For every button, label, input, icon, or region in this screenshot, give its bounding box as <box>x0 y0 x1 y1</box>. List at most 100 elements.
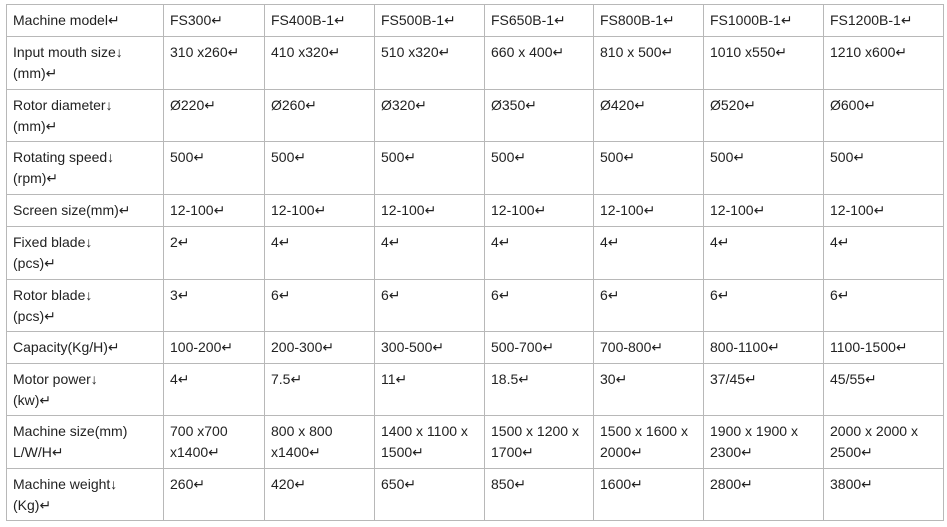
cell-text: 500-700↵ <box>491 339 555 355</box>
data-cell: 500↵ <box>264 141 375 195</box>
cell-text: (kw)↵ <box>13 392 52 408</box>
cell-text: Ø220↵ <box>170 97 216 113</box>
cell-text: Input mouth size↓ <box>13 44 123 60</box>
data-cell: 4↵ <box>484 226 594 280</box>
data-cell: 6↵ <box>823 279 944 332</box>
data-cell: Ø350↵ <box>484 89 594 142</box>
cell-text: 4↵ <box>381 234 401 250</box>
header-cell: FS1000B-1↵ <box>703 4 824 37</box>
data-cell: 420↵ <box>264 468 375 521</box>
data-cell: 6↵ <box>703 279 824 332</box>
data-cell: 6↵ <box>374 279 485 332</box>
cell-text: 30↵ <box>600 371 628 387</box>
cell-text: 2300↵ <box>710 444 753 460</box>
data-cell: Ø260↵ <box>264 89 375 142</box>
table-wrap: Machine model↵ FS300↵ FS400B-1↵ FS500B-1↵ FS… <box>6 4 944 521</box>
cell-text: 1500 x 1200 x <box>491 423 579 439</box>
data-cell: 4↵ <box>264 226 375 280</box>
cell-text: 1500 x 1600 x <box>600 423 688 439</box>
data-cell: Ø600↵ <box>823 89 944 142</box>
data-cell: 12-100↵ <box>264 194 375 227</box>
cell-text: 4↵ <box>491 234 511 250</box>
table-row: Rotating speed↓ (rpm)↵ 500↵ 500↵ 500↵ 500↵ 500… <box>6 141 944 195</box>
cell-text: Machine model↵ <box>13 12 120 28</box>
cell-text: FS800B-1↵ <box>600 12 675 28</box>
data-cell: Ø220↵ <box>163 89 265 142</box>
cell-text: 1900 x 1900 x <box>710 423 798 439</box>
cell-text: 200-300↵ <box>271 339 335 355</box>
cell-text: 7.5↵ <box>271 371 303 387</box>
cell-text: Rotor blade↓ <box>13 287 93 303</box>
header-cell: FS1200B-1↵ <box>823 4 944 37</box>
cell-text: Ø260↵ <box>271 97 317 113</box>
row-label-cell: Capacity(Kg/H)↵ <box>6 331 164 364</box>
cell-text: 500↵ <box>830 149 866 165</box>
data-cell: 660 x 400↵ <box>484 36 594 90</box>
data-cell: 37/45↵ <box>703 363 824 416</box>
row-label-cell: Rotating speed↓ (rpm)↵ <box>6 141 164 195</box>
data-cell: 510 x320↵ <box>374 36 485 90</box>
data-cell: 12-100↵ <box>163 194 265 227</box>
cell-text: FS500B-1↵ <box>381 12 456 28</box>
cell-text: 310 x260↵ <box>170 44 240 60</box>
data-cell: 310 x260↵ <box>163 36 265 90</box>
cell-text: 6↵ <box>491 287 511 303</box>
cell-text: 700-800↵ <box>600 339 664 355</box>
header-cell: FS300↵ <box>163 4 265 37</box>
data-cell: 4↵ <box>593 226 704 280</box>
data-cell: 810 x 500↵ <box>593 36 704 90</box>
cell-text: 12-100↵ <box>710 202 766 218</box>
data-cell: 500↵ <box>484 141 594 195</box>
cell-text: 6↵ <box>271 287 291 303</box>
cell-text: 11↵ <box>381 371 408 387</box>
data-cell: 650↵ <box>374 468 485 521</box>
cell-text: 4↵ <box>271 234 291 250</box>
data-cell: Ø520↵ <box>703 89 824 142</box>
data-cell: 500↵ <box>823 141 944 195</box>
spec-table: Machine model↵ FS300↵ FS400B-1↵ FS500B-1↵ FS… <box>6 4 944 521</box>
cell-text: (Kg)↵ <box>13 497 52 513</box>
cell-text: 300-500↵ <box>381 339 445 355</box>
cell-text: 410 x320↵ <box>271 44 341 60</box>
cell-text: 500↵ <box>170 149 206 165</box>
data-cell: 2000 x 2000 x 2500↵ <box>823 415 944 469</box>
cell-text: (mm)↵ <box>13 118 58 134</box>
data-cell: 4↵ <box>823 226 944 280</box>
cell-text: (pcs)↵ <box>13 308 56 324</box>
cell-text: 45/55↵ <box>830 371 877 387</box>
data-cell: 1600↵ <box>593 468 704 521</box>
header-cell: FS400B-1↵ <box>264 4 375 37</box>
cell-text: Ø520↵ <box>710 97 756 113</box>
row-label-cell: Input mouth size↓ (mm)↵ <box>6 36 164 90</box>
cell-text: 4↵ <box>170 371 190 387</box>
table-row: Rotor blade↓ (pcs)↵ 3↵ 6↵ 6↵ 6↵ 6↵ 6↵ 6↵ <box>6 279 944 332</box>
cell-text: 2500↵ <box>830 444 873 460</box>
cell-text: 37/45↵ <box>710 371 757 387</box>
cell-text: Machine size(mm) <box>13 423 128 439</box>
data-cell: 2800↵ <box>703 468 824 521</box>
cell-text: 500↵ <box>710 149 746 165</box>
table-row: Capacity(Kg/H)↵ 100-200↵ 200-300↵ 300-500↵ 5… <box>6 331 944 364</box>
cell-text: Rotating speed↓ <box>13 149 115 165</box>
cell-text: Ø600↵ <box>830 97 876 113</box>
cell-text: 810 x 500↵ <box>600 44 674 60</box>
cell-text: 1500↵ <box>381 444 424 460</box>
cell-text: 4↵ <box>600 234 620 250</box>
data-cell: 4↵ <box>163 363 265 416</box>
data-cell: 1900 x 1900 x 2300↵ <box>703 415 824 469</box>
data-cell: 500↵ <box>703 141 824 195</box>
table-row: Machine weight↓ (Kg)↵ 260↵ 420↵ 650↵ 850↵ 1600… <box>6 468 944 521</box>
data-cell: 500-700↵ <box>484 331 594 364</box>
cell-text: 500↵ <box>381 149 417 165</box>
cell-text: 12-100↵ <box>491 202 547 218</box>
data-cell: 12-100↵ <box>374 194 485 227</box>
data-cell: 410 x320↵ <box>264 36 375 90</box>
row-label-cell: Machine weight↓ (Kg)↵ <box>6 468 164 521</box>
cell-text: Motor power↓ <box>13 371 98 387</box>
cell-text: FS400B-1↵ <box>271 12 346 28</box>
data-cell: 4↵ <box>703 226 824 280</box>
cell-text: FS1000B-1↵ <box>710 12 793 28</box>
cell-text: 12-100↵ <box>830 202 886 218</box>
cell-text: 100-200↵ <box>170 339 234 355</box>
data-cell: 4↵ <box>374 226 485 280</box>
